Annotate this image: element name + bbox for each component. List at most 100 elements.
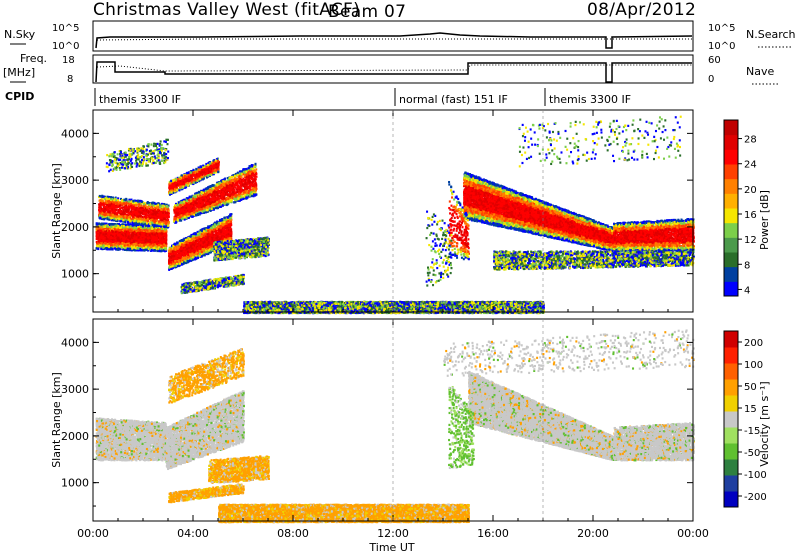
- power-echo: [97, 245, 99, 247]
- power-echo: [124, 231, 126, 233]
- power-echo: [117, 249, 119, 251]
- power-echo: [110, 247, 112, 249]
- power-echo: [163, 203, 165, 205]
- cpid-row: CPID themis 3300 IF normal (fast) 151 IF t…: [5, 88, 631, 106]
- power-echo: [133, 227, 135, 229]
- cpid-mode-1: normal (fast) 151 IF: [399, 93, 508, 106]
- power-echo: [110, 240, 112, 242]
- rti-plot: Christmas Valley West (fitACF) Beam 07 0…: [0, 0, 800, 554]
- power-echo: [162, 236, 164, 238]
- power-echo: [117, 239, 119, 241]
- power-echo: [124, 244, 126, 246]
- power-echo: [102, 246, 104, 248]
- power-echo: [145, 246, 147, 248]
- power-echo: [99, 237, 101, 239]
- power-echo: [106, 238, 108, 240]
- power-echo: [96, 227, 98, 229]
- power-echo: [97, 242, 99, 244]
- power-echo: [138, 228, 140, 230]
- power-echo: [158, 233, 160, 235]
- power-echo: [138, 236, 140, 238]
- power-echo: [130, 225, 132, 227]
- power-echo: [123, 237, 125, 239]
- power-echo: [121, 247, 123, 249]
- power-echo: [141, 244, 143, 246]
- power-echo: [149, 234, 151, 236]
- power-echo: [164, 234, 166, 236]
- power-echo: [161, 228, 163, 230]
- power-echo: [112, 223, 114, 225]
- power-echo: [159, 250, 161, 252]
- power-echo: [100, 248, 102, 250]
- power-echo: [145, 240, 147, 242]
- power-echo: [165, 242, 167, 244]
- power-echo: [153, 247, 155, 249]
- power-echo: [147, 237, 149, 239]
- nsky-tick-high: 10^5: [52, 23, 79, 34]
- power-echo: [112, 248, 114, 250]
- power-echo: [96, 224, 98, 226]
- power-echo: [108, 245, 110, 247]
- power-echo: [164, 228, 166, 230]
- freq-tick-low: 8: [67, 74, 73, 85]
- nave-tick-low: 0: [708, 74, 714, 85]
- power-echo: [156, 250, 158, 252]
- power-echo: [102, 229, 104, 231]
- power-echo: [110, 226, 112, 228]
- power-echo: [142, 233, 144, 235]
- power-echo: [156, 229, 158, 231]
- power-echo: [102, 223, 104, 225]
- power-echo: [107, 228, 109, 230]
- power-echo: [141, 249, 143, 251]
- nsky-panel: N.Sky 10^5 10^0 10^5 10^0 N.Search: [4, 21, 796, 52]
- power-echo: [147, 243, 149, 245]
- power-echo: [135, 243, 137, 245]
- power-echo: [114, 247, 116, 249]
- power-echo: [156, 238, 158, 240]
- power-echo: [159, 239, 161, 241]
- power-echo: [106, 225, 108, 227]
- beam-label: Beam 07: [328, 2, 406, 22]
- cpid-mode-2: themis 3300 IF: [549, 93, 631, 106]
- power-echo: [115, 231, 117, 233]
- power-echo: [119, 239, 121, 241]
- power-echo: [113, 237, 115, 239]
- nsky-tick-low: 10^0: [52, 41, 79, 52]
- power-echo: [149, 239, 151, 241]
- power-echo: [143, 238, 145, 240]
- power-echo: [143, 249, 145, 251]
- power-echo: [131, 245, 133, 247]
- power-echo: [111, 237, 113, 239]
- power-echo: [133, 246, 135, 248]
- power-echo: [153, 243, 155, 245]
- power-echo: [97, 248, 99, 250]
- power-echo: [101, 224, 103, 226]
- power-echo: [131, 236, 133, 238]
- power-echo: [97, 234, 99, 236]
- freq-line: [96, 62, 692, 82]
- power-echo: [131, 230, 133, 232]
- nsearch-tick-low: 10^0: [708, 41, 735, 52]
- power-echo: [140, 241, 142, 243]
- power-echo: [159, 230, 161, 232]
- power-echo: [145, 236, 147, 238]
- power-echo: [117, 197, 119, 199]
- power-echo: [151, 232, 153, 234]
- power-echo: [151, 230, 153, 232]
- power-echo: [119, 227, 121, 229]
- power-echo: [133, 240, 135, 242]
- power-echo: [107, 240, 109, 242]
- power-echo: [146, 229, 148, 231]
- power-echo: [120, 229, 122, 231]
- power-echo: [144, 227, 146, 229]
- nave-label: Nave: [746, 65, 774, 78]
- power-echo: [117, 234, 119, 236]
- power-echo: [102, 233, 104, 235]
- cpid-mode-0: themis 3300 IF: [99, 93, 181, 106]
- power-echo: [105, 247, 107, 249]
- nsearch-label: N.Search: [746, 28, 796, 41]
- power-echo: [109, 228, 111, 230]
- power-echo: [107, 243, 109, 245]
- power-echo: [143, 247, 145, 249]
